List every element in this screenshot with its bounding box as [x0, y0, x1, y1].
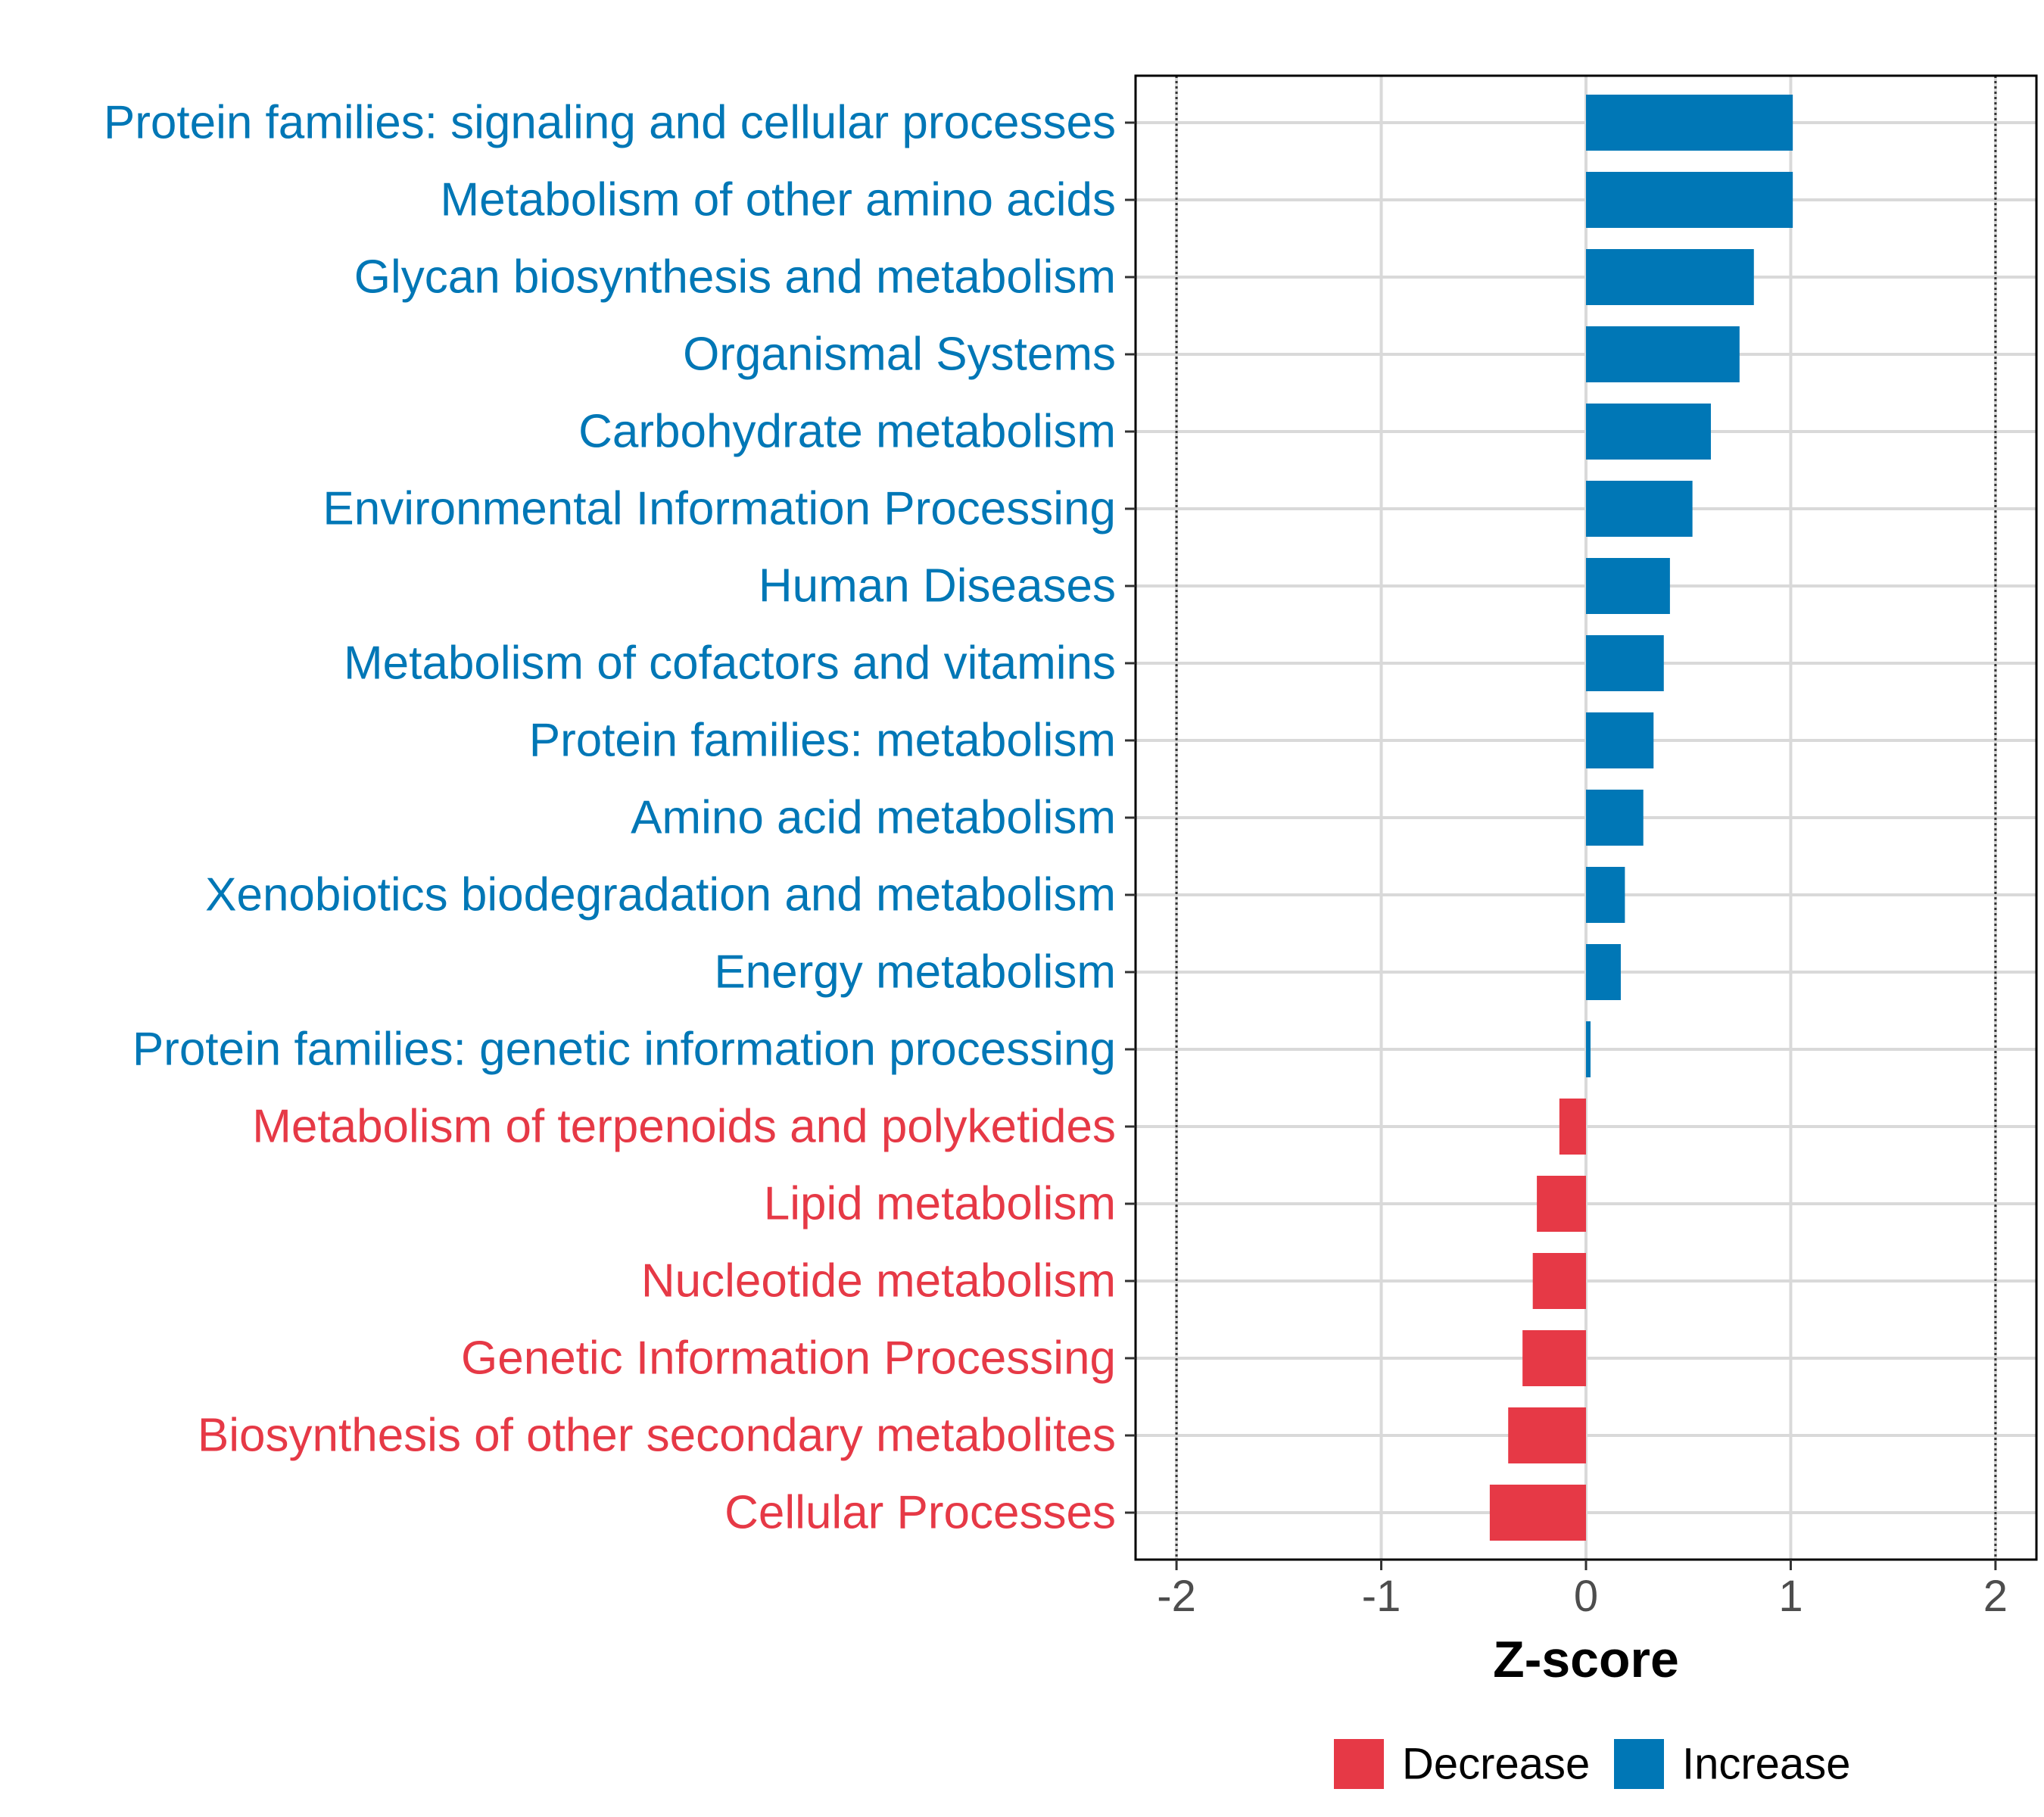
- bars: [1489, 95, 1793, 1541]
- category-label: Glycan biosynthesis and metabolism: [354, 251, 1116, 304]
- category-label: Genetic Information Processing: [461, 1332, 1116, 1385]
- category-label: Amino acid metabolism: [631, 792, 1116, 844]
- x-tick-label: -1: [1362, 1572, 1401, 1621]
- bar: [1586, 635, 1664, 691]
- bar: [1586, 249, 1754, 305]
- bar: [1537, 1176, 1586, 1232]
- x-tick-label: 0: [1574, 1572, 1598, 1621]
- x-axis-title: Z-score: [1493, 1631, 1679, 1688]
- legend-label: Increase: [1682, 1740, 1850, 1789]
- category-label: Metabolism of cofactors and vitamins: [344, 637, 1116, 690]
- bar: [1559, 1099, 1586, 1155]
- bar: [1522, 1330, 1586, 1386]
- bar: [1586, 790, 1644, 846]
- bar: [1586, 172, 1793, 228]
- bar: [1508, 1407, 1586, 1463]
- x-tick-label: 2: [1983, 1572, 2008, 1621]
- legend-swatch: [1614, 1739, 1664, 1789]
- bar: [1532, 1253, 1586, 1309]
- category-label: Xenobiotics biodegradation and metabolis…: [205, 869, 1116, 921]
- bar: [1586, 95, 1793, 151]
- category-label: Environmental Information Processing: [322, 483, 1116, 535]
- legend-label: Decrease: [1402, 1740, 1590, 1789]
- category-label: Organismal Systems: [683, 329, 1116, 381]
- x-axis: -2 -1 0 1 2: [1157, 1560, 2008, 1621]
- category-label: Human Diseases: [759, 560, 1116, 612]
- bar: [1586, 867, 1625, 923]
- x-tick-label: -2: [1157, 1572, 1196, 1621]
- category-label: Nucleotide metabolism: [641, 1255, 1116, 1307]
- category-label: Protein families: signaling and cellular…: [104, 97, 1116, 149]
- bar: [1586, 404, 1711, 460]
- category-label: Cellular Processes: [724, 1487, 1116, 1539]
- category-label: Lipid metabolism: [764, 1178, 1116, 1230]
- category-label: Protein families: metabolism: [529, 715, 1116, 767]
- bar: [1489, 1485, 1586, 1541]
- category-label: Metabolism of terpenoids and polyketides: [252, 1101, 1116, 1153]
- bar: [1586, 1021, 1591, 1077]
- legend-swatch: [1334, 1739, 1384, 1789]
- category-label: Biosynthesis of other secondary metaboli…: [198, 1410, 1116, 1462]
- category-label: Metabolism of other amino acids: [440, 174, 1116, 226]
- category-label: Energy metabolism: [714, 946, 1116, 999]
- bar: [1586, 481, 1693, 537]
- legend: Decrease Increase: [1334, 1739, 1850, 1789]
- bar: [1586, 558, 1670, 614]
- x-tick-label: 1: [1778, 1572, 1803, 1621]
- bar: [1586, 712, 1654, 768]
- category-labels: Protein families: signaling and cellular…: [104, 97, 1136, 1539]
- bar: [1586, 326, 1740, 382]
- category-label: Protein families: genetic information pr…: [132, 1024, 1116, 1076]
- bar: [1586, 944, 1621, 1000]
- category-label: Carbohydrate metabolism: [578, 406, 1116, 458]
